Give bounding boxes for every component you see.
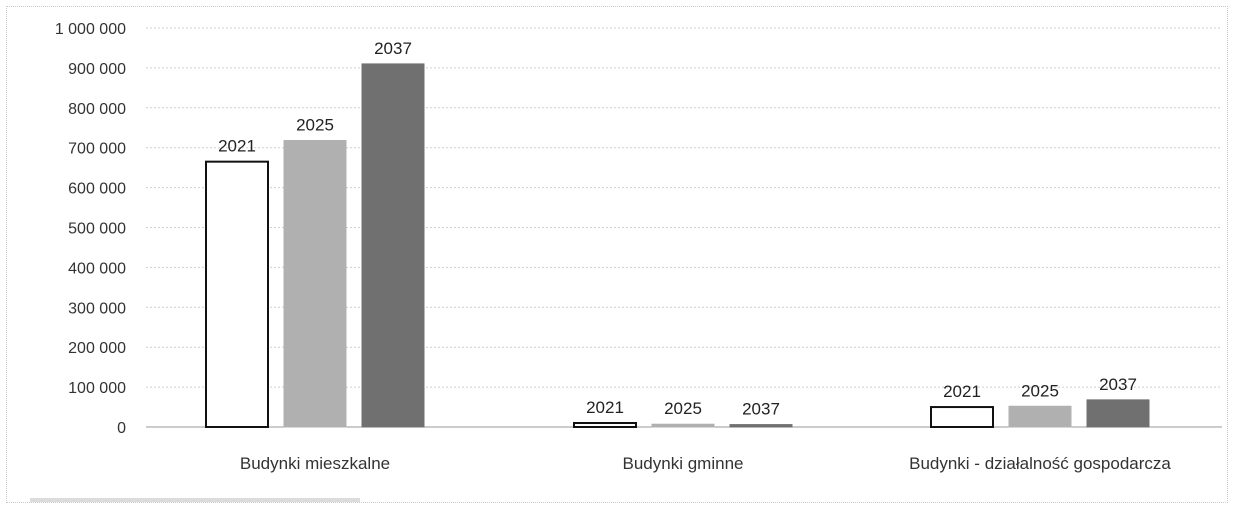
- y-tick-label-0: 0: [117, 420, 126, 437]
- bar-2-0: [930, 406, 994, 428]
- data-label-0-0: 2021: [218, 137, 256, 156]
- data-label-2-1: 2025: [1021, 381, 1059, 400]
- y-tick-label-4: 400 000: [68, 260, 126, 277]
- bar-0-1: [283, 140, 347, 428]
- y-tick-label-3: 300 000: [68, 300, 126, 317]
- y-tick-label-1: 100 000: [68, 380, 126, 397]
- category-label-2: Budynki - działalność gospodarcza: [909, 454, 1171, 473]
- bar-1-1: [651, 423, 715, 428]
- y-tick-label-2: 200 000: [68, 340, 126, 357]
- bar-0-2: [361, 63, 425, 428]
- y-tick-label-10: 1 000 000: [55, 21, 126, 38]
- y-tick-label-8: 800 000: [68, 101, 126, 118]
- data-label-0-2: 2037: [374, 39, 412, 58]
- data-label-0-1: 2025: [296, 116, 334, 135]
- bar-2-2: [1086, 399, 1150, 428]
- category-label-1: Budynki gminne: [623, 454, 744, 473]
- data-label-1-1: 2025: [664, 399, 702, 418]
- category-label-0: Budynki mieszkalne: [240, 454, 390, 473]
- data-label-2-0: 2021: [943, 382, 981, 401]
- footer-divider: [30, 498, 360, 502]
- y-tick-label-6: 600 000: [68, 181, 126, 198]
- data-label-1-2: 2037: [742, 400, 780, 419]
- y-tick-label-5: 500 000: [68, 221, 126, 238]
- bar-1-0: [573, 422, 637, 429]
- bar-2-1: [1008, 405, 1072, 428]
- y-tick-label-7: 700 000: [68, 141, 126, 158]
- data-label-1-0: 2021: [586, 398, 624, 417]
- bar-1-2: [729, 424, 793, 428]
- y-tick-label-9: 900 000: [68, 61, 126, 78]
- data-label-2-2: 2037: [1099, 375, 1137, 394]
- bar-0-0: [205, 160, 269, 428]
